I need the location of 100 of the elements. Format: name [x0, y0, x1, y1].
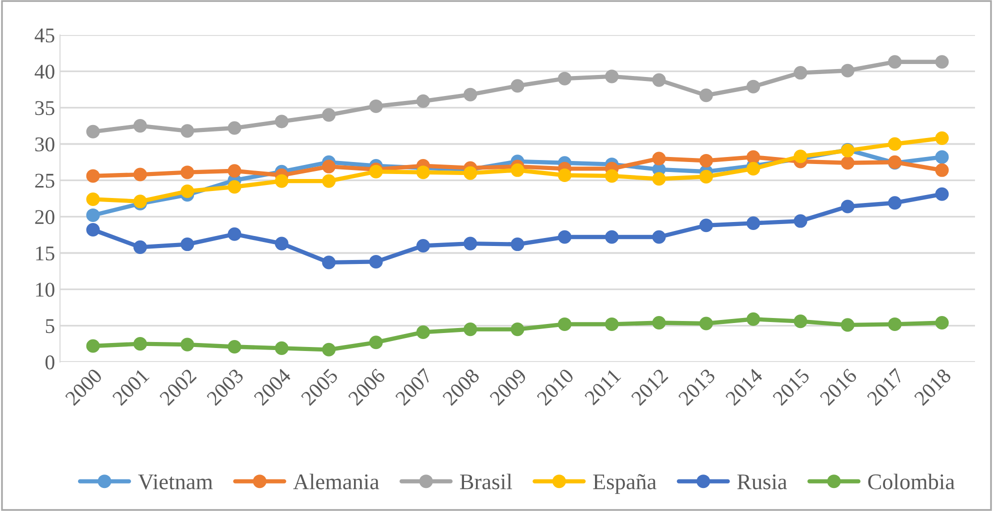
- point: [652, 73, 666, 87]
- point: [464, 236, 478, 250]
- point: [133, 119, 147, 133]
- y-tick-label: 15: [36, 246, 54, 260]
- y-tick-label: 20: [35, 210, 54, 224]
- point: [464, 88, 478, 102]
- point: [416, 94, 430, 108]
- point: [699, 154, 713, 168]
- point: [180, 124, 194, 138]
- point: [369, 336, 383, 350]
- point: [274, 174, 288, 188]
- point: [86, 124, 100, 138]
- legend-label: Rusia: [737, 474, 787, 490]
- legend-label: Vietnam: [138, 474, 213, 490]
- point: [228, 121, 242, 135]
- point: [228, 227, 242, 241]
- point: [322, 256, 336, 270]
- point: [840, 156, 854, 170]
- point: [605, 169, 619, 183]
- y-tick-label: 0: [46, 355, 54, 370]
- point: [699, 88, 713, 102]
- point: [605, 317, 619, 331]
- point: [794, 66, 808, 80]
- y-tick-label: 5: [46, 319, 54, 334]
- point: [510, 79, 524, 93]
- point: [274, 341, 288, 355]
- point: [180, 238, 194, 252]
- point: [558, 230, 572, 244]
- point: [652, 230, 666, 244]
- point: [322, 342, 336, 356]
- point: [794, 314, 808, 328]
- point: [180, 184, 194, 198]
- point: [699, 218, 713, 232]
- point: [464, 166, 478, 180]
- y-tick-label: 10: [36, 282, 54, 297]
- point: [840, 200, 854, 214]
- point: [86, 208, 100, 222]
- point: [605, 230, 619, 244]
- point: [322, 174, 336, 188]
- point: [369, 254, 383, 268]
- point: [794, 214, 808, 228]
- point: [510, 238, 524, 252]
- point: [746, 216, 760, 230]
- point: [652, 152, 666, 166]
- point: [228, 340, 242, 354]
- point: [935, 187, 949, 201]
- point: [746, 162, 760, 176]
- point: [935, 150, 949, 164]
- point: [86, 169, 100, 183]
- point: [652, 172, 666, 186]
- point: [558, 168, 572, 182]
- point: [558, 317, 572, 331]
- point: [558, 72, 572, 86]
- point: [86, 192, 100, 206]
- point: [180, 166, 194, 180]
- point: [652, 316, 666, 330]
- legend-label: Brasil: [460, 474, 512, 490]
- point: [746, 80, 760, 94]
- point: [464, 322, 478, 336]
- point: [133, 337, 147, 351]
- point: [510, 322, 524, 336]
- point: [416, 166, 430, 180]
- point: [86, 222, 100, 237]
- point: [699, 316, 713, 330]
- y-tick-label: 35: [35, 101, 54, 116]
- point: [840, 64, 854, 78]
- point: [133, 240, 147, 254]
- y-tick-label: 40: [34, 64, 54, 79]
- point: [935, 163, 949, 177]
- point: [416, 238, 430, 253]
- legend-label: Colombia: [868, 474, 955, 490]
- point: [274, 114, 288, 128]
- y-tick-label: 25: [35, 174, 54, 188]
- point: [888, 196, 902, 210]
- point: [322, 108, 336, 122]
- point: [510, 163, 524, 177]
- point: [888, 137, 902, 151]
- y-tick-label: 45: [34, 28, 54, 42]
- point: [699, 170, 713, 184]
- point: [133, 168, 147, 182]
- point: [888, 55, 902, 69]
- point: [369, 99, 383, 113]
- point: [935, 55, 949, 69]
- point: [416, 325, 430, 339]
- point: [935, 131, 949, 145]
- point: [840, 318, 854, 332]
- y-tick-label: 30: [35, 137, 54, 152]
- point: [746, 150, 760, 164]
- legend-label: Alemania: [293, 474, 380, 490]
- point: [322, 160, 336, 174]
- point: [180, 338, 194, 352]
- legend-label: España: [593, 474, 656, 494]
- point: [935, 316, 949, 330]
- point: [228, 164, 242, 178]
- point: [228, 180, 242, 194]
- point: [746, 312, 760, 326]
- point: [274, 236, 288, 250]
- point: [888, 317, 902, 331]
- point: [605, 70, 619, 84]
- point: [86, 339, 100, 353]
